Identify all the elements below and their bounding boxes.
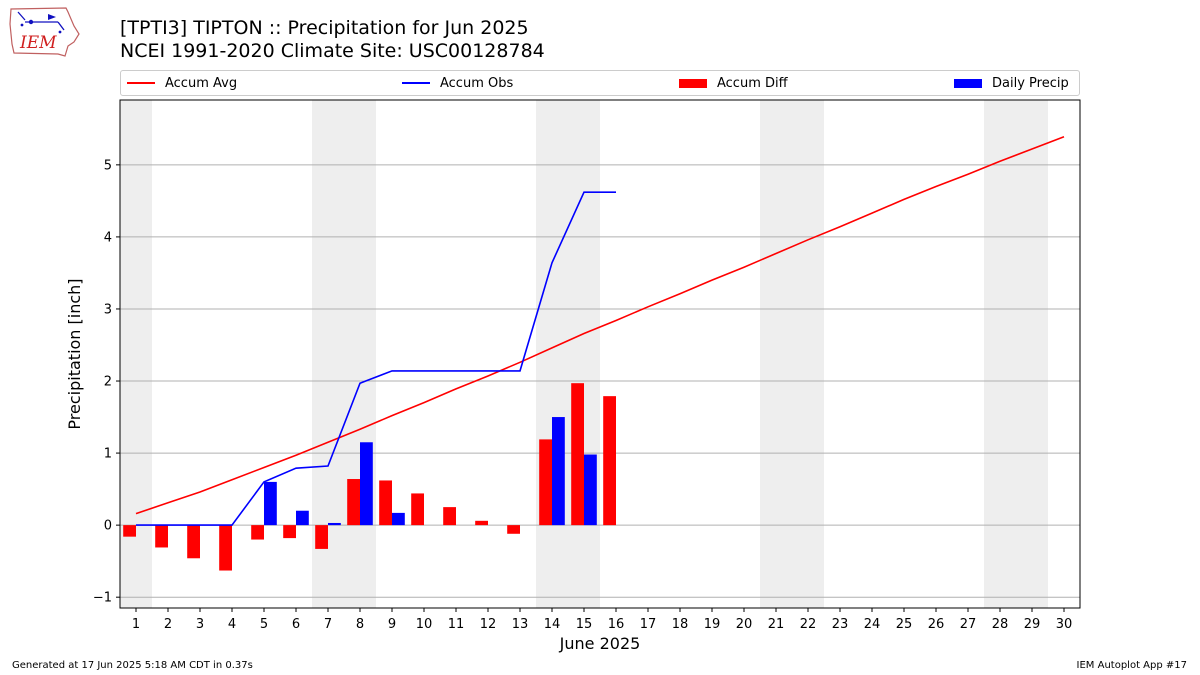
bar-accum-diff-day-13	[507, 525, 520, 534]
x-tick-label-19: 19	[704, 617, 721, 632]
legend-swatch-accum-avg	[127, 82, 155, 84]
x-tick-label-5: 5	[260, 617, 268, 632]
weekend-shade-day-15	[568, 100, 600, 608]
bar-accum-diff-day-11	[443, 507, 456, 526]
bar-accum-diff-day-12	[475, 520, 488, 526]
weekend-shade-day-21	[760, 100, 792, 608]
y-tick-label-0: 0	[104, 519, 112, 534]
bars	[123, 383, 616, 571]
bar-daily-precip-day-15	[584, 454, 597, 526]
x-tick-label-10: 10	[416, 617, 433, 632]
series-lines	[135, 135, 1065, 526]
y-axis-label: Precipitation [inch]	[65, 278, 84, 429]
x-tick-label-25: 25	[896, 617, 913, 632]
legend-item-accum-avg: Accum Avg	[127, 71, 237, 95]
x-tick-label-18: 18	[672, 617, 689, 632]
y-gridlines	[120, 164, 1080, 598]
x-tick-label-3: 3	[196, 617, 204, 632]
x-axis-label: June 2025	[559, 634, 641, 653]
weekend-shade-day-29	[1016, 100, 1048, 608]
plot-frame	[119, 99, 1081, 609]
legend-label-accum-diff: Accum Diff	[717, 75, 788, 91]
legend-swatch-accum-obs	[402, 82, 430, 84]
bar-accum-diff-day-7	[315, 525, 328, 549]
bar-daily-precip-day-8	[360, 442, 373, 526]
x-tick-label-11: 11	[448, 617, 465, 632]
x-tick-label-24: 24	[864, 617, 881, 632]
x-tick-label-17: 17	[640, 617, 657, 632]
bar-accum-diff-day-16	[603, 396, 616, 526]
x-tick-label-27: 27	[960, 617, 977, 632]
legend-swatch-accum-diff	[679, 78, 707, 88]
x-tick-label-2: 2	[164, 617, 172, 632]
iem-logo: IEM	[9, 7, 80, 57]
x-tick-label-7: 7	[324, 617, 332, 632]
x-tick-label-8: 8	[356, 617, 364, 632]
bar-daily-precip-day-14	[552, 417, 565, 526]
x-tick-label-22: 22	[800, 617, 817, 632]
legend-swatch-daily-precip	[954, 78, 982, 88]
weekend-shade-day-22	[792, 100, 824, 608]
chart-subtitle: NCEI 1991-2020 Climate Site: USC00128784	[120, 40, 545, 62]
chart-title: [TPTI3] TIPTON :: Precipitation for Jun …	[120, 17, 529, 39]
legend-item-daily-precip: Daily Precip	[954, 71, 1069, 95]
legend-item-accum-obs: Accum Obs	[402, 71, 513, 95]
x-tick-label-26: 26	[928, 617, 945, 632]
line-accum-obs	[136, 191, 616, 526]
y-tick-label-2: 2	[104, 375, 112, 390]
y-tick-label-4: 4	[104, 230, 112, 245]
x-tick-label-6: 6	[292, 617, 300, 632]
bar-daily-precip-day-7	[328, 522, 341, 526]
bar-accum-diff-day-3	[187, 525, 200, 559]
x-tick-label-4: 4	[228, 617, 236, 632]
legend-label-accum-obs: Accum Obs	[440, 75, 514, 91]
bar-accum-diff-day-5	[251, 525, 264, 540]
bar-accum-diff-day-4	[219, 525, 232, 571]
x-tick-label-15: 15	[576, 617, 593, 632]
x-tick-label-9: 9	[388, 617, 396, 632]
bar-accum-diff-day-10	[411, 493, 424, 526]
legend: Accum Avg Accum Obs Accum Diff Daily Pre…	[120, 70, 1080, 96]
logo-lettering: IEM	[19, 33, 57, 53]
bar-accum-diff-day-15	[571, 383, 584, 526]
axes: 1 2 3 4 5 6 7 8 9 10 11 12 13 14 15 16 17 18 19 20 21 22 23 24 2…	[93, 158, 1072, 632]
footer-app: IEM Autoplot App #17	[1076, 660, 1187, 671]
weekend-shade-day-28	[984, 100, 1016, 608]
bar-accum-diff-day-8	[347, 479, 360, 526]
weekend-shade-day-1	[120, 100, 152, 608]
legend-label-accum-avg: Accum Avg	[165, 75, 238, 91]
legend-label-daily-precip: Daily Precip	[992, 75, 1069, 91]
bar-accum-diff-day-1	[123, 525, 136, 537]
x-tick-label-13: 13	[512, 617, 529, 632]
x-tick-label-16: 16	[608, 617, 625, 632]
legend-item-accum-diff: Accum Diff	[679, 71, 788, 95]
x-tick-label-1: 1	[132, 617, 140, 632]
bar-daily-precip-day-6	[296, 510, 309, 526]
x-tick-label-23: 23	[832, 617, 849, 632]
x-tick-label-21: 21	[768, 617, 785, 632]
x-tick-label-20: 20	[736, 617, 753, 632]
footer-generated: Generated at 17 Jun 2025 5:18 AM CDT in …	[12, 660, 253, 671]
x-tick-label-14: 14	[544, 617, 561, 632]
x-tick-label-28: 28	[992, 617, 1009, 632]
line-accum-avg	[135, 135, 1065, 515]
bar-accum-diff-day-14	[539, 439, 552, 526]
y-tick-label-5: 5	[104, 158, 112, 173]
x-tick-label-30: 30	[1056, 617, 1073, 632]
x-tick-label-12: 12	[480, 617, 497, 632]
bar-accum-diff-day-2	[155, 525, 168, 548]
weekend-shade-day-14	[536, 100, 568, 608]
y-tick-label-3: 3	[104, 302, 112, 317]
bar-daily-precip-day-9	[392, 512, 405, 526]
weekend-shade-day-8	[344, 100, 376, 608]
bar-accum-diff-day-6	[283, 525, 296, 539]
bar-accum-diff-day-9	[379, 480, 392, 526]
x-tick-label-29: 29	[1024, 617, 1041, 632]
y-tick-label--1: −1	[93, 591, 112, 606]
y-tick-label-1: 1	[104, 447, 112, 462]
bar-daily-precip-day-5	[264, 481, 277, 526]
